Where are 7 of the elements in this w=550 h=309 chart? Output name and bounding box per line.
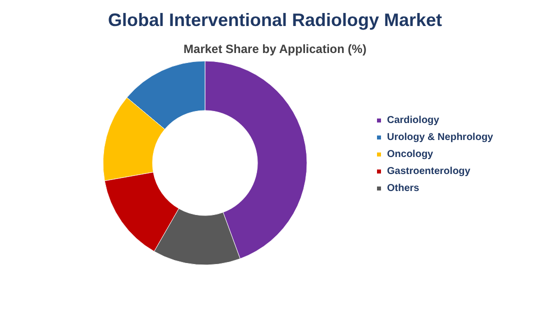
chart-subtitle: Market Share by Application (%) — [184, 42, 366, 56]
legend-label: Others — [387, 183, 420, 194]
legend-label: Cardiology — [387, 115, 440, 126]
legend-label: Gastroenterology — [387, 166, 471, 177]
legend-label: Urology & Nephrology — [387, 132, 494, 143]
chart-title: Global Interventional Radiology Market — [108, 10, 442, 30]
legend-label: Oncology — [387, 149, 434, 160]
